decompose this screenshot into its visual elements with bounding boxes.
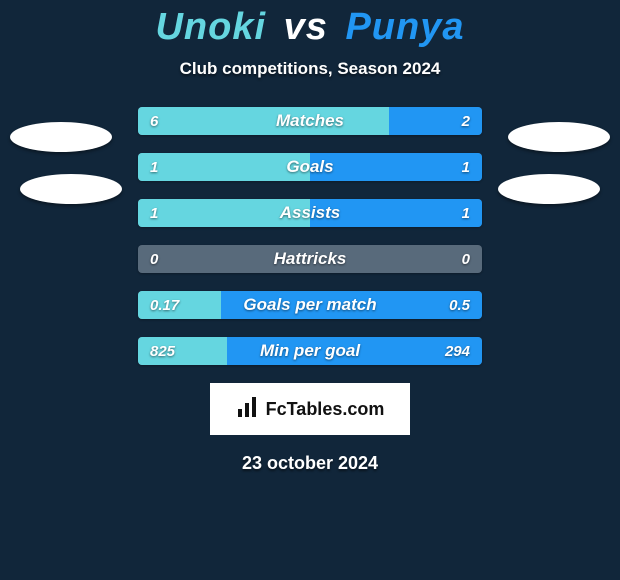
bars-icon [236,395,260,424]
bar-right [310,199,482,227]
bar-row: Assists11 [0,199,620,227]
bar-track: Assists11 [138,199,482,227]
brand-box: FcTables.com [210,383,410,435]
bar-track: Min per goal825294 [138,337,482,365]
bar-track: Hattricks0 0 [138,245,482,273]
bar-track: Matches62 [138,107,482,135]
date: 23 october 2024 [242,453,378,474]
bar-track: Goals11 [138,153,482,181]
bar-left [138,291,221,319]
title-vs: vs [284,6,328,48]
comparison-infographic: Unoki vs Punya Club competitions, Season… [0,0,620,580]
page-title: Unoki vs Punya [155,6,464,49]
bar-left [138,107,389,135]
bar-value-left: 0 [150,245,158,273]
bar-right [389,107,482,135]
bar-row: Matches62 [0,107,620,135]
bar-row: Min per goal825294 [0,337,620,365]
bar-row: Goals11 [0,153,620,181]
title-left: Unoki [155,6,266,48]
bar-right [221,291,482,319]
brand-text: FcTables.com [266,399,385,420]
bar-right [227,337,482,365]
bar-left [138,153,310,181]
bar-left [138,199,310,227]
bar-row: Hattricks0 0 [0,245,620,273]
bar-row: Goals per match0.170.5 [0,291,620,319]
bar-track: Goals per match0.170.5 [138,291,482,319]
subtitle: Club competitions, Season 2024 [180,59,441,79]
bar-label: Hattricks [138,245,482,273]
title-right: Punya [345,6,464,48]
bar-right [310,153,482,181]
bar-left [138,337,227,365]
bar-value-right: 0 [462,245,470,273]
